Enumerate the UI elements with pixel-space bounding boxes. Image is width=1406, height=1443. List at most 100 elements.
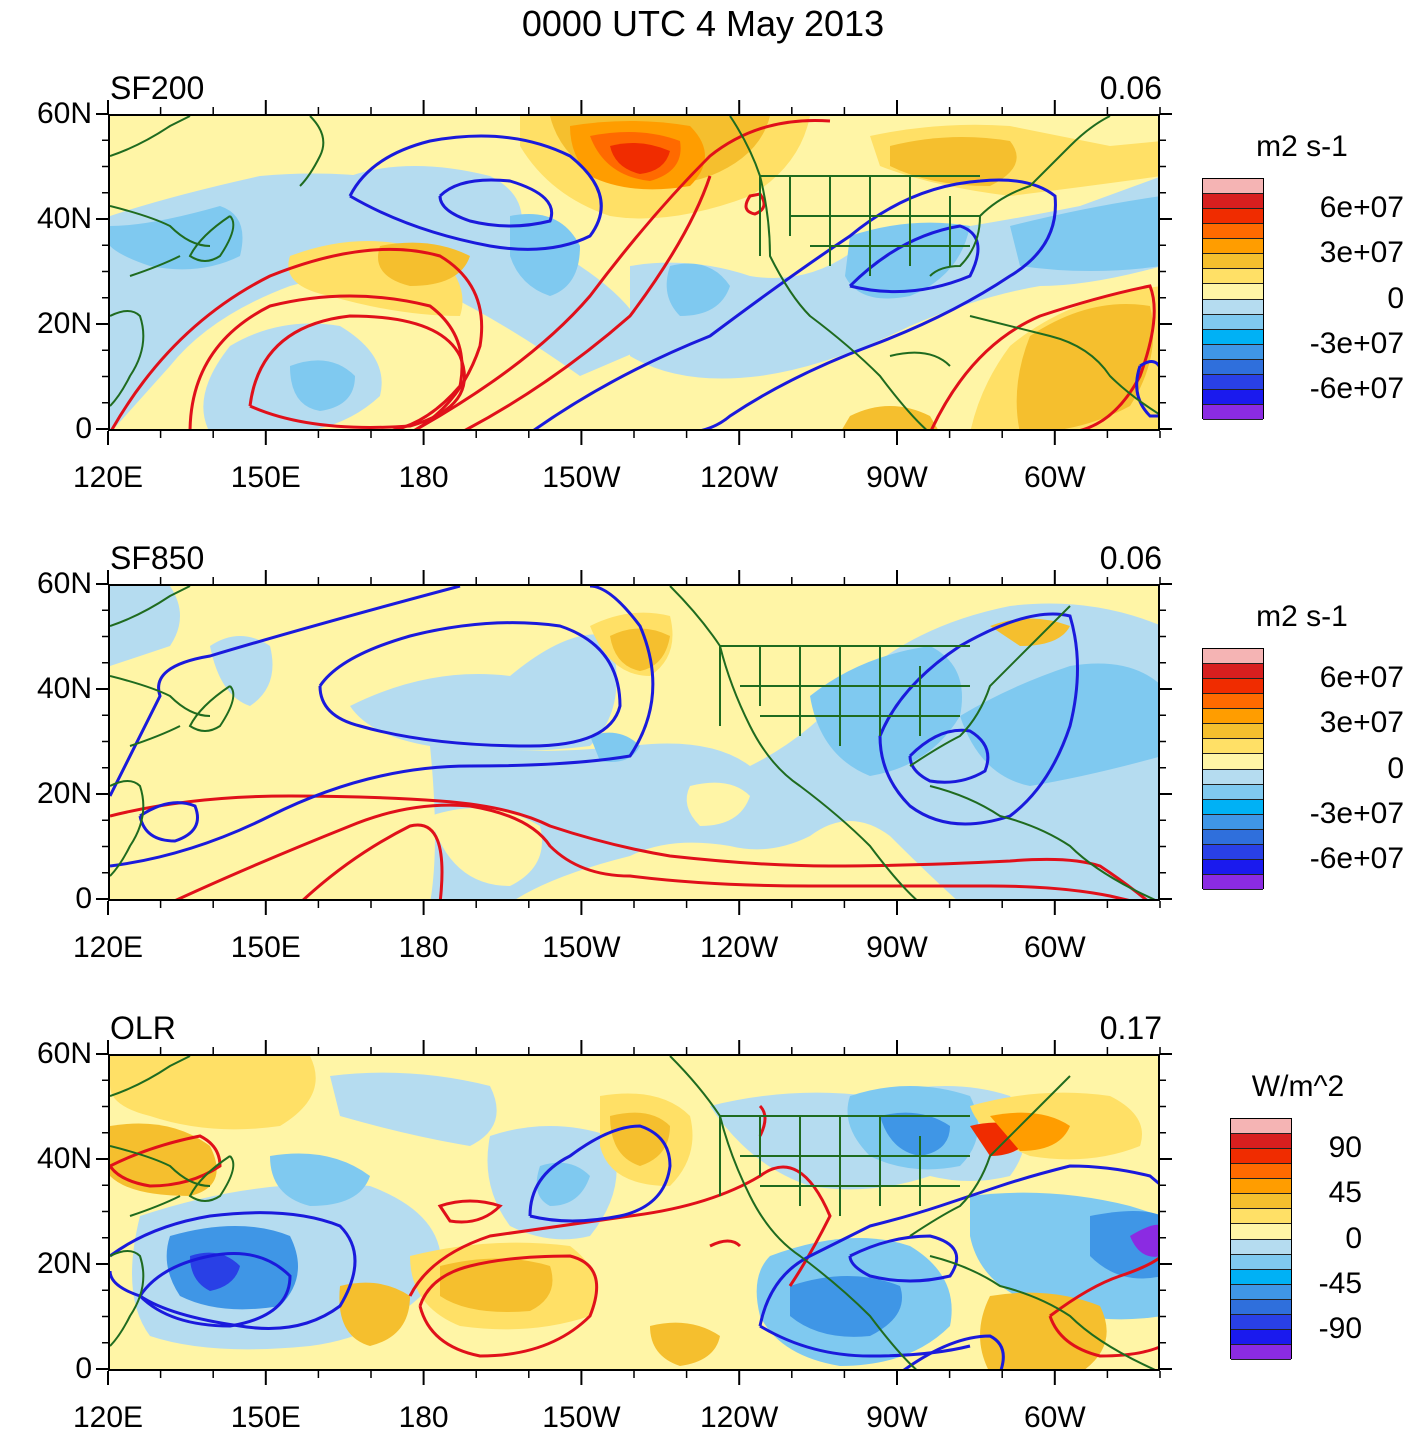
lat-tick-label: 0	[75, 412, 92, 445]
colorbar-sf200-units: m2 s-1	[1256, 130, 1348, 163]
colorbar-swatch	[1203, 224, 1263, 240]
colorbar-swatch	[1203, 254, 1263, 270]
lon-tick-label: 120E	[72, 461, 144, 494]
colorbar-olr-units: W/m^2	[1251, 1070, 1345, 1103]
lat-tick-label: 20N	[36, 307, 92, 340]
figure-title: 0000 UTC 4 May 2013	[521, 3, 885, 44]
colorbar-swatch	[1231, 1344, 1291, 1360]
colorbar-label: 0	[1345, 1221, 1362, 1255]
colorbar-label: -6e+07	[1309, 371, 1404, 405]
lon-tick-label: 180	[398, 931, 449, 964]
colorbar-swatch	[1203, 724, 1263, 740]
colorbar-swatch	[1203, 679, 1263, 695]
colorbar-swatch	[1203, 859, 1263, 875]
colorbar-label: 6e+07	[1319, 191, 1404, 225]
panel-sf200-label: SF200	[110, 70, 205, 106]
colorbar-swatch	[1231, 1179, 1291, 1195]
colorbar-label: -6e+07	[1309, 841, 1404, 875]
colorbar-sf200	[1202, 178, 1264, 420]
lon-tick-label: 120W	[700, 461, 779, 494]
colorbar-sf850-units: m2 s-1	[1256, 600, 1348, 633]
lat-tick-label: 40N	[36, 202, 92, 235]
lon-tick-label: 150E	[230, 461, 301, 494]
colorbar-label: 45	[1328, 1176, 1362, 1210]
lon-tick-label: 150W	[542, 1401, 621, 1434]
panel-sf850-value: 0.06	[1099, 540, 1162, 576]
lat-tick-label: 60N	[36, 567, 92, 600]
colorbar-swatch	[1231, 1134, 1291, 1150]
colorbar-swatch	[1231, 1119, 1291, 1135]
lon-tick-label: 90W	[866, 1401, 928, 1434]
colorbar-swatch	[1203, 314, 1263, 330]
colorbar-swatch	[1203, 359, 1263, 375]
lon-tick-label: 150E	[230, 1401, 301, 1434]
lon-tick-label: 90W	[866, 461, 928, 494]
colorbar-swatch	[1203, 664, 1263, 680]
colorbar-swatch	[1231, 1239, 1291, 1255]
lon-tick-label: 90W	[866, 931, 928, 964]
lon-tick-label: 180	[398, 461, 449, 494]
sf200-field	[110, 116, 1158, 429]
colorbar-label: 3e+07	[1319, 236, 1404, 270]
colorbar-swatch	[1203, 284, 1263, 300]
lat-tick-label: 0	[75, 882, 92, 915]
colorbar-swatch	[1203, 389, 1263, 405]
sf850-map	[108, 584, 1160, 901]
colorbar-label: 0	[1387, 281, 1404, 315]
lon-tick-label: 150W	[542, 461, 621, 494]
colorbar-swatch	[1231, 1209, 1291, 1225]
olr-map	[108, 1054, 1160, 1371]
lon-tick-label: 180	[398, 1401, 449, 1434]
colorbar-swatch	[1203, 239, 1263, 255]
sf850-field	[110, 586, 1158, 899]
colorbar-swatch	[1203, 344, 1263, 360]
colorbar-swatch	[1231, 1194, 1291, 1210]
colorbar-swatch	[1231, 1299, 1291, 1315]
colorbar-swatch	[1231, 1284, 1291, 1300]
colorbar-swatch	[1203, 209, 1263, 225]
lon-tick-label: 60W	[1023, 931, 1086, 964]
colorbar-swatch	[1203, 844, 1263, 860]
colorbar-label: 3e+07	[1319, 706, 1404, 740]
colorbar-swatch	[1203, 649, 1263, 665]
colorbar-swatch	[1203, 269, 1263, 285]
colorbar-swatch	[1203, 709, 1263, 725]
colorbar-label: 0	[1387, 751, 1404, 785]
lon-tick-label: 150W	[542, 931, 621, 964]
panel-sf200-value: 0.06	[1099, 70, 1162, 106]
lat-tick-label: 0	[75, 1352, 92, 1385]
lon-tick-label: 60W	[1023, 461, 1086, 494]
lon-tick-label: 150E	[230, 931, 301, 964]
lat-tick-label: 40N	[36, 1142, 92, 1175]
colorbar-label: 6e+07	[1319, 661, 1404, 695]
olr-field	[110, 1056, 1158, 1369]
panel-olr-label: OLR	[110, 1010, 176, 1046]
colorbar-swatch	[1203, 194, 1263, 210]
lat-tick-label: 20N	[36, 1247, 92, 1280]
colorbar-label: 90	[1328, 1131, 1362, 1165]
panel-sf850-label: SF850	[110, 540, 205, 576]
colorbar-swatch	[1231, 1164, 1291, 1180]
colorbar-swatch	[1203, 179, 1263, 195]
lat-tick-label: 40N	[36, 672, 92, 705]
lon-tick-label: 120E	[72, 1401, 144, 1434]
lat-tick-label: 20N	[36, 777, 92, 810]
colorbar-swatch	[1231, 1314, 1291, 1330]
colorbar-swatch	[1231, 1254, 1291, 1270]
colorbar-swatch	[1203, 329, 1263, 345]
colorbar-swatch	[1231, 1224, 1291, 1240]
colorbar-swatch	[1203, 814, 1263, 830]
sf200-map	[108, 114, 1160, 431]
colorbar-swatch	[1231, 1329, 1291, 1345]
colorbar-swatch	[1231, 1149, 1291, 1165]
panel-olr-value: 0.17	[1099, 1010, 1162, 1046]
colorbar-swatch	[1203, 784, 1263, 800]
colorbar-swatch	[1203, 769, 1263, 785]
colorbar-swatch	[1231, 1269, 1291, 1285]
colorbar-olr	[1230, 1118, 1292, 1360]
lon-tick-label: 120E	[72, 931, 144, 964]
colorbar-swatch	[1203, 404, 1263, 420]
colorbar-swatch	[1203, 299, 1263, 315]
lon-tick-label: 120W	[700, 931, 779, 964]
colorbar-swatch	[1203, 374, 1263, 390]
